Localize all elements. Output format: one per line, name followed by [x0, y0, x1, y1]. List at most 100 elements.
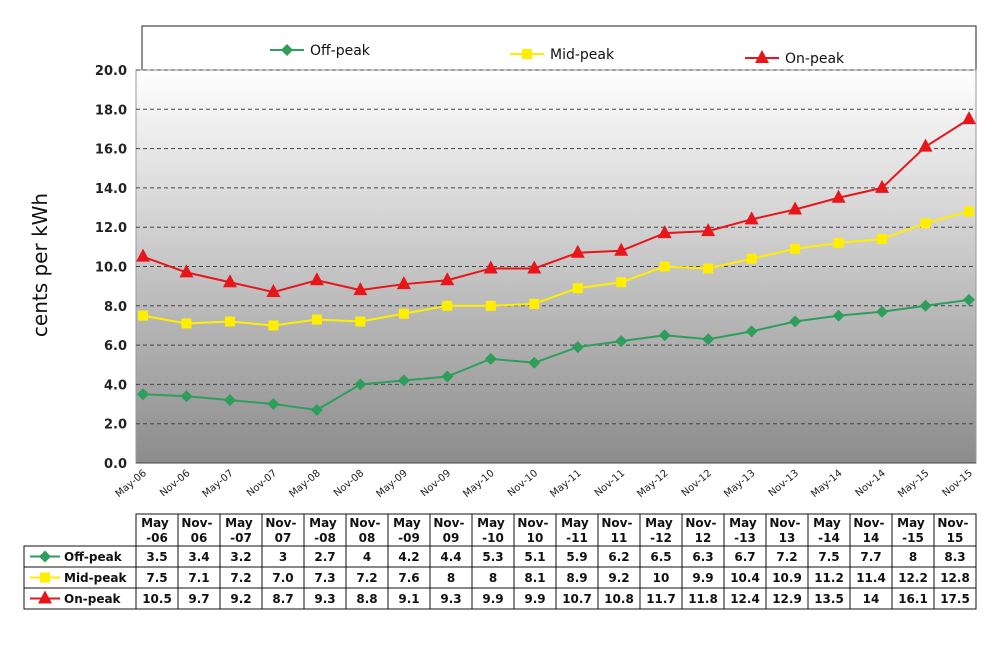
table-off-peak-name: Off-peak — [64, 550, 123, 564]
table-value-cell: 4.4 — [440, 550, 461, 564]
table-value-cell: 7.1 — [188, 571, 209, 585]
table-value-cell: 8 — [447, 571, 455, 585]
table-value-cell: 17.5 — [940, 592, 970, 606]
table-value-cell: 11.4 — [856, 571, 886, 585]
mid-peak-point — [529, 298, 540, 309]
mid-peak-point — [224, 316, 235, 327]
off-peak-point — [137, 388, 149, 401]
off-peak-point — [397, 374, 410, 387]
table-value-cell: 5.9 — [566, 550, 587, 564]
on-peak-point — [614, 242, 629, 256]
y-tick-label: 0.0 — [104, 457, 127, 472]
table-value-cell: 7.7 — [860, 550, 881, 564]
mid-peak-line — [142, 210, 970, 327]
mid-peak-point — [790, 243, 801, 254]
table-mid-peak-marker — [40, 572, 50, 583]
y-tick-label: 18.0 — [95, 103, 127, 118]
off-peak-point — [658, 329, 671, 342]
y-tick-label: 6.0 — [104, 339, 127, 354]
x-tick-label: May-10 — [461, 468, 496, 500]
on-peak-point — [222, 274, 237, 288]
table-value-cell: 4 — [363, 550, 371, 564]
on-peak-point — [918, 138, 933, 152]
x-tick-label: Nov-14 — [854, 468, 888, 499]
table-mid-peak-name: Mid-peak — [64, 571, 127, 585]
table-value-cell: 9.2 — [230, 592, 251, 606]
on-peak-point — [831, 189, 846, 203]
off-peak-point — [528, 356, 541, 369]
table-value-cell: 8.3 — [944, 550, 965, 564]
table-value-cell: 9.2 — [608, 571, 629, 585]
mid-peak-point — [877, 233, 888, 244]
off-peak-point — [919, 299, 932, 312]
x-tick-label: Nov-09 — [419, 468, 453, 499]
legend-mid-peak-label: Mid-peak — [550, 47, 615, 63]
table-header-cell: May -15 — [897, 516, 929, 545]
mid-peak-point — [964, 206, 974, 217]
x-tick-label: Nov-10 — [506, 468, 540, 499]
table-value-cell: 12.9 — [772, 592, 802, 606]
mid-peak-point — [616, 277, 627, 288]
x-tick-label: Nov-13 — [767, 468, 801, 499]
on-peak-point — [701, 223, 716, 237]
off-peak-point — [789, 315, 802, 328]
table-value-cell: 8.8 — [356, 592, 377, 606]
table-value-cell: 12.8 — [940, 571, 970, 585]
table-value-cell: 12.2 — [898, 571, 928, 585]
table-value-cell: 11.8 — [688, 592, 718, 606]
on-peak-point — [353, 282, 368, 296]
y-tick-label: 14.0 — [95, 182, 127, 197]
table-value-cell: 4.2 — [398, 550, 419, 564]
table-value-cell: 10.8 — [604, 592, 634, 606]
table-header-cell: May -07 — [225, 516, 257, 545]
table-value-cell: 8.7 — [272, 592, 293, 606]
x-tick-label: May-06 — [114, 468, 149, 500]
on-peak-point — [440, 272, 455, 286]
x-tick-label: May-15 — [896, 468, 931, 500]
mid-peak-point — [355, 316, 366, 327]
x-tick-label: May-08 — [288, 468, 323, 500]
table-value-cell: 3.4 — [188, 550, 209, 564]
x-tick-label: May-11 — [548, 468, 583, 500]
table-value-cell: 7.6 — [398, 571, 419, 585]
x-tick-label: May-13 — [722, 468, 757, 500]
mid-peak-point — [920, 218, 931, 229]
off-peak-point — [441, 370, 454, 383]
table-value-cell: 7.5 — [818, 550, 839, 564]
x-tick-label: Nov-15 — [941, 468, 975, 499]
table-value-cell: 7.2 — [356, 571, 377, 585]
table-value-cell: 6.2 — [608, 550, 629, 564]
x-tick-label: May-09 — [374, 468, 409, 500]
table-value-cell: 9.3 — [314, 592, 335, 606]
table-value-cell: 9.9 — [692, 571, 713, 585]
series-markers — [136, 111, 976, 416]
x-tick-label: Nov-07 — [245, 468, 279, 499]
off-peak-point — [223, 394, 236, 407]
y-tick-label: 16.0 — [95, 143, 127, 158]
x-tick-label: Nov-06 — [158, 468, 192, 499]
table-value-cell: 6.7 — [734, 550, 755, 564]
table-value-cell: 9.3 — [440, 592, 461, 606]
y-axis-ticks: 0.0 2.0 4.0 6.0 8.0 10.0 12.0 14.0 16.0 18.0 20.0 — [95, 64, 127, 472]
table-value-cell: 13.5 — [814, 592, 844, 606]
off-peak-point — [832, 309, 845, 322]
series-lines — [142, 118, 970, 411]
table-value-cell: 10.7 — [562, 592, 592, 606]
off-peak-point — [615, 335, 628, 348]
table-header-cell: May -13 — [729, 516, 761, 545]
table-value-cell: 3 — [279, 550, 287, 564]
x-tick-label: Nov-12 — [680, 468, 714, 499]
y-tick-label: 2.0 — [104, 418, 127, 433]
mid-peak-point — [703, 263, 714, 274]
table-value-cell: 11.2 — [814, 571, 844, 585]
x-tick-label: May-14 — [809, 468, 844, 500]
on-peak-point — [657, 225, 672, 239]
table-value-cell: 9.9 — [482, 592, 503, 606]
mid-peak-point — [398, 308, 409, 319]
y-tick-label: 4.0 — [104, 378, 127, 393]
legend: Off-peak Mid-peak On-peak — [270, 43, 845, 67]
table-value-cell: 10.9 — [772, 571, 802, 585]
table-header-cell: May -11 — [561, 516, 593, 545]
